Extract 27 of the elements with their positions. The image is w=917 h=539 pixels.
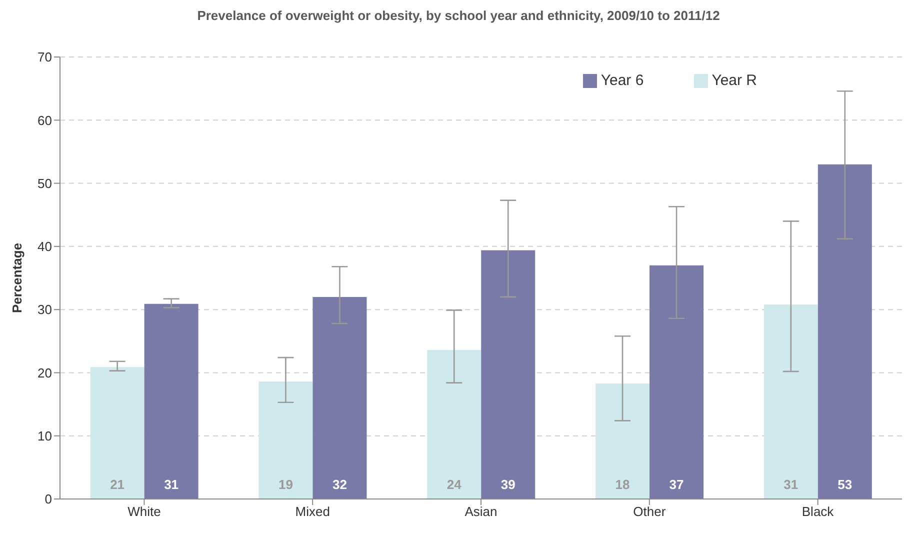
y-tick-label: 60	[38, 112, 52, 128]
legend-label: Year R	[712, 72, 757, 89]
data-label: 32	[332, 477, 347, 492]
chart-title: Prevelance of overweight or obesity, by school year and ethnicity, 2009/10 to 2011/12	[196, 8, 721, 23]
legend-label: Year 6	[600, 72, 644, 89]
data-label: 53	[838, 477, 852, 492]
y-tick-label: 40	[38, 239, 52, 254]
y-tick-label: 10	[38, 428, 52, 444]
y-tick-label: 30	[38, 302, 52, 318]
data-label: 31	[164, 477, 179, 492]
data-label: 18	[615, 477, 630, 492]
x-tick-label: White	[128, 504, 161, 520]
x-tick-label: Other	[633, 504, 666, 520]
x-tick-label: Mixed	[295, 504, 330, 520]
data-label: 21	[110, 477, 125, 492]
y-tick-label: 20	[38, 365, 52, 380]
y-tick-label: 70	[38, 50, 52, 65]
data-label: 31	[784, 477, 798, 492]
data-label: 37	[669, 477, 684, 492]
y-tick-label: 0	[44, 492, 52, 507]
data-label: 24	[446, 477, 462, 492]
x-tick-label: Asian	[464, 504, 498, 520]
x-tick-label: Black	[802, 504, 834, 520]
data-label: 19	[278, 477, 293, 492]
y-axis-title: Percentage	[10, 242, 25, 314]
data-label: 39	[500, 477, 516, 492]
y-tick-label: 50	[38, 176, 52, 191]
